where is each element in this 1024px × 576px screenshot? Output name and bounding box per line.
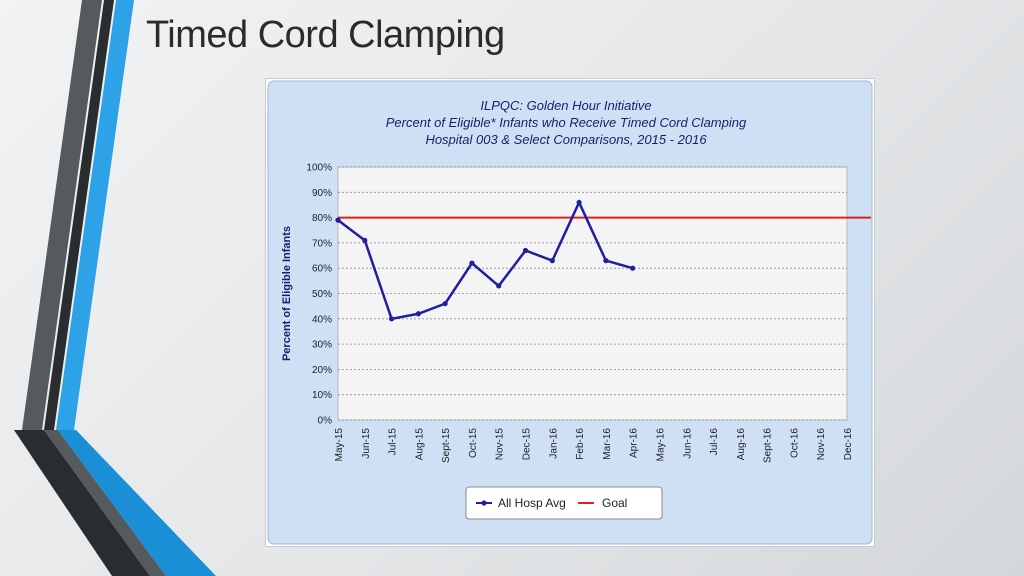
- legend-box: [465, 486, 663, 520]
- x-tick-label: Aug-15: [414, 428, 425, 461]
- legend-marker-series: [481, 500, 487, 506]
- data-point: [522, 247, 529, 254]
- chart-frame: ILPQC: Golden Hour Initiative Percent of …: [265, 78, 875, 547]
- x-tick-label: Nov-15: [495, 428, 506, 461]
- legend-label-series: All Hosp Avg: [498, 496, 566, 510]
- line-chart: ILPQC: Golden Hour Initiative Percent of …: [267, 80, 873, 545]
- x-tick-label: Aug-16: [736, 428, 747, 461]
- x-tick-label: Nov-16: [816, 428, 827, 461]
- x-tick-label: Sept-16: [763, 428, 774, 463]
- decorative-stripes: [14, 0, 216, 576]
- x-tick-label: Apr-16: [629, 428, 640, 458]
- data-point: [335, 217, 341, 223]
- chart-title-line-3: Hospital 003 & Select Comparisons, 2015 …: [425, 132, 707, 147]
- x-tick-label: Dec-15: [522, 428, 533, 461]
- x-tick-label: Jan-16: [548, 428, 559, 459]
- y-tick-label: 0%: [318, 416, 333, 427]
- data-point: [442, 301, 448, 307]
- x-tick-label: Sept-15: [441, 428, 452, 463]
- y-tick-label: 60%: [312, 264, 332, 275]
- data-point: [496, 283, 502, 289]
- data-point: [388, 316, 395, 322]
- y-tick-label: 20%: [312, 365, 332, 376]
- data-point: [603, 258, 609, 264]
- data-point: [362, 237, 368, 243]
- y-tick-label: 100%: [306, 163, 332, 174]
- y-axis-label: Percent of Eligible Infants: [281, 226, 293, 361]
- x-tick-label: Oct-16: [789, 428, 800, 458]
- y-tick-label: 90%: [312, 188, 332, 199]
- y-tick-label: 10%: [312, 390, 332, 401]
- series-line-all-hosp-avg: [337, 199, 634, 321]
- x-tick-label: May-16: [655, 428, 666, 462]
- slide-title: Timed Cord Clamping: [146, 14, 505, 56]
- chart-title-line-1: ILPQC: Golden Hour Initiative: [480, 98, 651, 113]
- data-point: [415, 311, 421, 317]
- data-point: [576, 199, 582, 206]
- x-tick-label: Jul-16: [709, 428, 720, 456]
- y-tick-label: 30%: [312, 340, 332, 351]
- x-tick-label: Mar-16: [602, 428, 613, 460]
- x-tick-label: Oct-15: [468, 428, 479, 458]
- data-point: [549, 258, 555, 264]
- chart-title-line-2: Percent of Eligible* Infants who Receive…: [386, 115, 747, 130]
- x-tick-label: Jun-16: [682, 428, 693, 459]
- y-tick-label: 80%: [312, 213, 332, 224]
- x-tick-label: Feb-16: [575, 428, 586, 460]
- y-tick-label: 70%: [312, 238, 332, 249]
- x-tick-label: May-15: [334, 428, 345, 462]
- data-point: [469, 260, 475, 266]
- y-tick-label: 50%: [312, 289, 332, 300]
- x-tick-label: Dec-16: [843, 428, 854, 461]
- data-point: [630, 265, 636, 271]
- y-tick-label: 40%: [312, 314, 332, 325]
- x-tick-label: Jul-15: [388, 428, 399, 456]
- legend-label-goal: Goal: [602, 496, 627, 510]
- x-tick-label: Jun-15: [361, 428, 372, 459]
